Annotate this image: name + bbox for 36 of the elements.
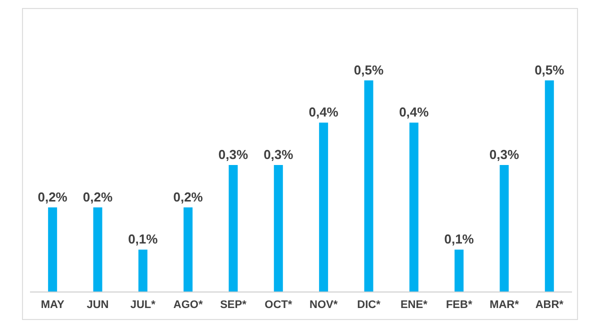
bar <box>454 250 464 292</box>
data-label: 0,2% <box>38 189 68 204</box>
x-tick-label: MAY <box>40 298 65 311</box>
bar <box>364 80 374 292</box>
data-label: 0,3% <box>489 147 520 162</box>
data-label: 0,2% <box>173 189 204 204</box>
x-tick-label: NOV* <box>310 298 338 311</box>
bar <box>319 122 328 292</box>
bar <box>228 165 238 292</box>
bar <box>93 207 102 292</box>
data-label: 0,4% <box>308 104 339 120</box>
x-tick-label: OCT* <box>264 298 293 311</box>
bar <box>274 165 283 292</box>
data-label: 0,2% <box>82 189 113 204</box>
x-tick-label: MAR* <box>490 298 520 311</box>
bar <box>409 122 418 292</box>
x-tick-label: FEB* <box>446 298 473 311</box>
bar <box>544 80 554 292</box>
data-label: 0,5% <box>354 62 384 78</box>
x-tick-label: JUL* <box>130 298 156 311</box>
x-tick-label: ABR* <box>535 298 564 311</box>
data-label: 0,3% <box>264 147 294 162</box>
x-tick-label: SEP* <box>220 298 248 311</box>
bar <box>138 250 148 292</box>
x-tick-label: AGO* <box>173 298 204 311</box>
x-tick-label: DIC* <box>357 298 382 311</box>
bar <box>48 207 58 292</box>
x-tick-label: JUN <box>86 298 109 311</box>
data-label: 0,3% <box>218 147 248 162</box>
bar <box>500 165 509 292</box>
data-label: 0,1% <box>128 232 158 247</box>
data-label: 0,5% <box>534 62 565 78</box>
x-tick-label: ENE* <box>400 298 428 311</box>
bar <box>184 207 193 292</box>
data-label: 0,1% <box>444 232 474 247</box>
data-label: 0,4% <box>399 104 430 120</box>
